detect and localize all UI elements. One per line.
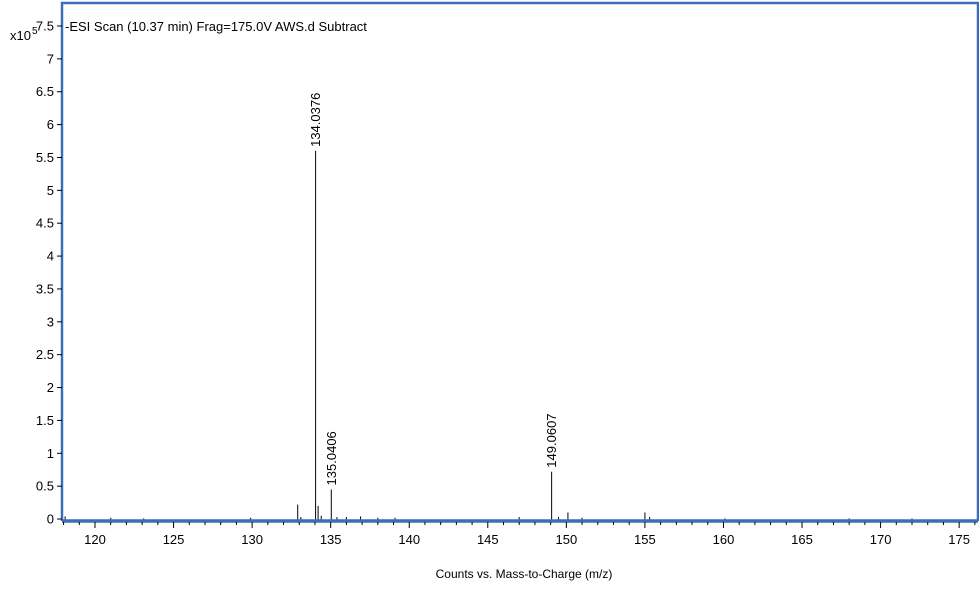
x-tick-label: 140	[398, 532, 420, 547]
y-tick-label: 6	[47, 117, 54, 132]
y-tick-label: 2.5	[36, 347, 54, 362]
y-tick-label: 7	[47, 51, 54, 66]
peak-label: 149.0607	[544, 413, 559, 467]
y-tick-label: 4	[47, 249, 54, 264]
x-tick-label: 155	[634, 532, 656, 547]
y-tick-label: 7.5	[36, 19, 54, 34]
y-scale-exponent: 5	[32, 26, 38, 37]
y-tick-label: 1.5	[36, 413, 54, 428]
peak-label: 135.0406	[324, 431, 339, 485]
x-tick-label: 130	[241, 532, 263, 547]
x-tick-label: 165	[791, 532, 813, 547]
y-tick-label: 2	[47, 380, 54, 395]
y-axis: 0 0.5 1 1.5 2 2.5 3 3.5 4 4.5 5 5.5 6 6.5 7 7.5	[36, 19, 62, 527]
y-scale-label: x10	[10, 28, 31, 43]
y-tick-label: 0.5	[36, 479, 54, 494]
x-tick-label: 120	[84, 532, 106, 547]
x-tick-label: 135	[320, 532, 342, 547]
y-tick-label: 5.5	[36, 150, 54, 165]
plot-frame	[60, 1, 979, 521]
x-tick-label: 125	[163, 532, 185, 547]
x-tick-label: 160	[713, 532, 735, 547]
x-tick-label: 175	[948, 532, 970, 547]
y-tick-label: 4.5	[36, 216, 54, 231]
y-tick-label: 6.5	[36, 84, 54, 99]
peak-labels: 134.0376 135.0406 149.0607	[308, 93, 559, 486]
y-tick-label: 1	[47, 446, 54, 461]
chart-title: -ESI Scan (10.37 min) Frag=175.0V AWS.d …	[65, 19, 367, 34]
x-tick-label: 170	[870, 532, 892, 547]
x-axis: 120 125 130 135 140 145 150 155 160 165 170 175	[63, 522, 976, 547]
x-axis-label: Counts vs. Mass-to-Charge (m/z)	[436, 567, 613, 581]
x-tick-label: 145	[477, 532, 499, 547]
plot-background	[62, 3, 978, 521]
peak-label: 134.0376	[308, 93, 323, 147]
x-tick-label: 150	[555, 532, 577, 547]
y-tick-label: 0	[47, 512, 54, 527]
y-tick-label: 5	[47, 183, 54, 198]
y-tick-label: 3	[47, 314, 54, 329]
y-tick-label: 3.5	[36, 281, 54, 296]
